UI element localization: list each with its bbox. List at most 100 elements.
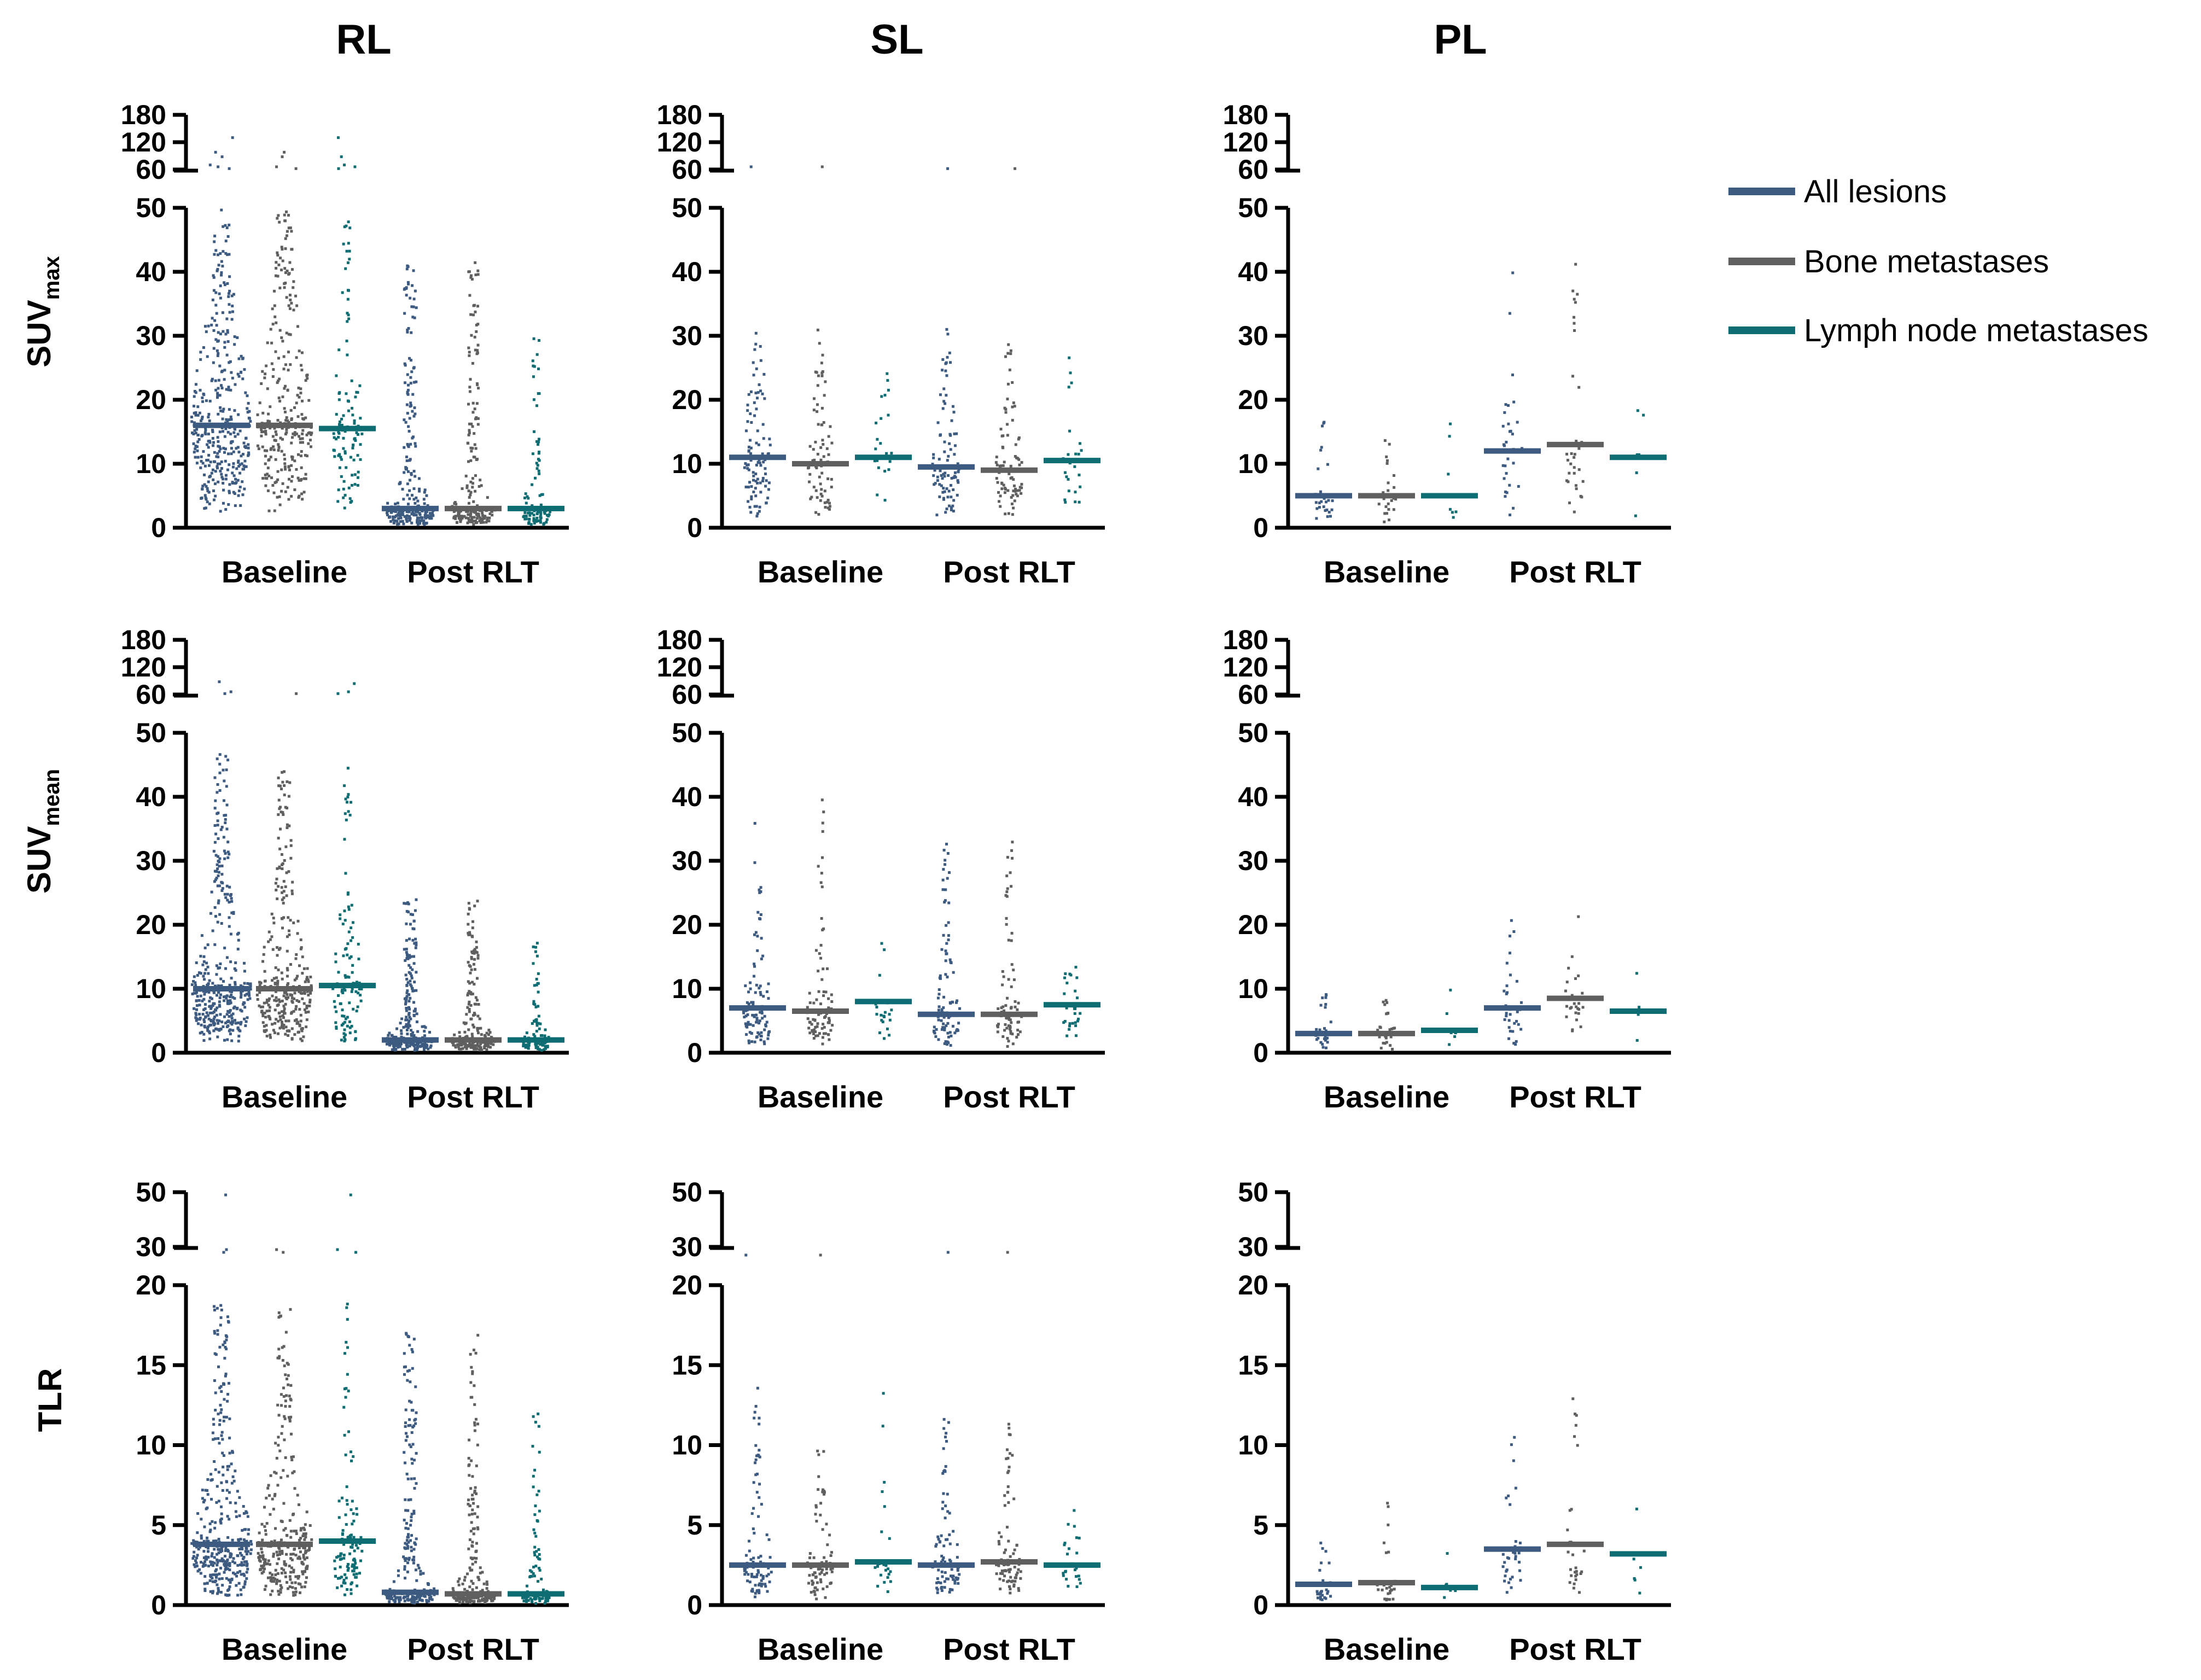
data-point	[207, 1030, 211, 1033]
data-point	[225, 1489, 229, 1492]
y-tick-label: 20	[672, 384, 702, 415]
data-point	[873, 459, 876, 463]
data-point	[1075, 996, 1079, 1000]
data-point	[1064, 972, 1067, 976]
data-point	[241, 377, 244, 381]
data-point	[234, 383, 237, 386]
data-point	[750, 1032, 753, 1035]
y-break-tick-label: 180	[657, 625, 702, 655]
data-point	[283, 859, 286, 862]
data-point	[218, 1559, 222, 1562]
data-point	[1511, 433, 1514, 436]
data-point	[276, 1554, 279, 1557]
data-point-outlier	[294, 167, 298, 170]
data-point	[210, 379, 213, 382]
data-point	[469, 274, 473, 277]
data-point	[193, 1550, 196, 1554]
data-point	[352, 1007, 355, 1011]
data-point	[278, 377, 281, 381]
data-point	[206, 500, 209, 504]
data-point	[1007, 1024, 1010, 1028]
data-point	[359, 417, 362, 420]
data-point	[213, 1332, 217, 1335]
data-point	[335, 413, 338, 416]
data-point	[292, 1553, 295, 1556]
data-point	[1393, 486, 1396, 489]
data-point	[310, 984, 313, 987]
data-point	[410, 1600, 414, 1603]
data-point	[196, 449, 199, 452]
data-point	[410, 1549, 413, 1553]
data-point	[292, 432, 295, 435]
data-point	[225, 418, 228, 421]
row-label-suvmax-main: SUV	[21, 300, 57, 367]
data-point	[416, 1601, 419, 1604]
data-point	[743, 466, 746, 469]
data-point	[239, 1538, 242, 1541]
data-point	[543, 1034, 546, 1037]
data-point	[473, 958, 476, 961]
data-point	[764, 472, 767, 476]
data-point	[412, 1034, 416, 1037]
data-point	[348, 1031, 352, 1035]
data-point	[213, 1437, 217, 1440]
data-point	[207, 972, 210, 975]
data-point	[218, 860, 221, 864]
data-point	[388, 1031, 391, 1035]
data-point	[750, 1040, 754, 1043]
data-point	[996, 1025, 999, 1029]
data-point	[264, 372, 267, 376]
data-point	[275, 321, 278, 324]
data-point	[346, 796, 350, 799]
data-point	[217, 1022, 220, 1025]
data-point	[273, 1008, 277, 1012]
data-point	[206, 1489, 209, 1492]
data-point	[299, 947, 302, 950]
data-point	[234, 1572, 237, 1576]
data-point	[410, 1409, 414, 1412]
data-point	[220, 873, 224, 876]
data-point	[234, 969, 237, 972]
data-point	[287, 1034, 290, 1037]
data-point	[211, 1561, 214, 1564]
data-point	[806, 1017, 810, 1020]
data-point	[468, 931, 471, 934]
data-point	[827, 435, 830, 438]
data-point	[472, 523, 475, 526]
data-point	[747, 1020, 750, 1024]
data-point	[822, 990, 825, 994]
column-title-sl: SL	[870, 16, 923, 63]
data-point	[218, 450, 221, 453]
data-point	[247, 992, 250, 995]
data-point	[200, 459, 203, 463]
data-point	[228, 1594, 231, 1597]
data-point	[348, 1001, 351, 1005]
data-point	[1383, 439, 1387, 442]
data-point	[1505, 984, 1509, 988]
data-point	[942, 387, 946, 390]
data-point	[407, 425, 410, 428]
data-point	[765, 990, 768, 993]
data-point	[299, 1557, 302, 1560]
data-point	[474, 348, 477, 352]
data-point	[246, 998, 249, 1001]
data-point	[1003, 487, 1006, 490]
data-point	[222, 1559, 225, 1562]
data-point	[353, 473, 357, 476]
data-point	[464, 516, 468, 520]
data-point	[426, 514, 429, 517]
data-point	[283, 1417, 287, 1420]
data-point	[415, 941, 418, 944]
data-point	[295, 356, 298, 359]
data-point	[212, 991, 216, 994]
data-point	[427, 516, 430, 519]
data-point	[1390, 1028, 1393, 1031]
data-point	[388, 1595, 392, 1598]
data-point	[352, 444, 355, 447]
data-point	[223, 1555, 226, 1558]
data-point	[425, 494, 428, 497]
data-point	[193, 991, 196, 995]
data-point	[537, 443, 540, 446]
data-point	[425, 521, 428, 524]
data-point	[405, 286, 408, 289]
